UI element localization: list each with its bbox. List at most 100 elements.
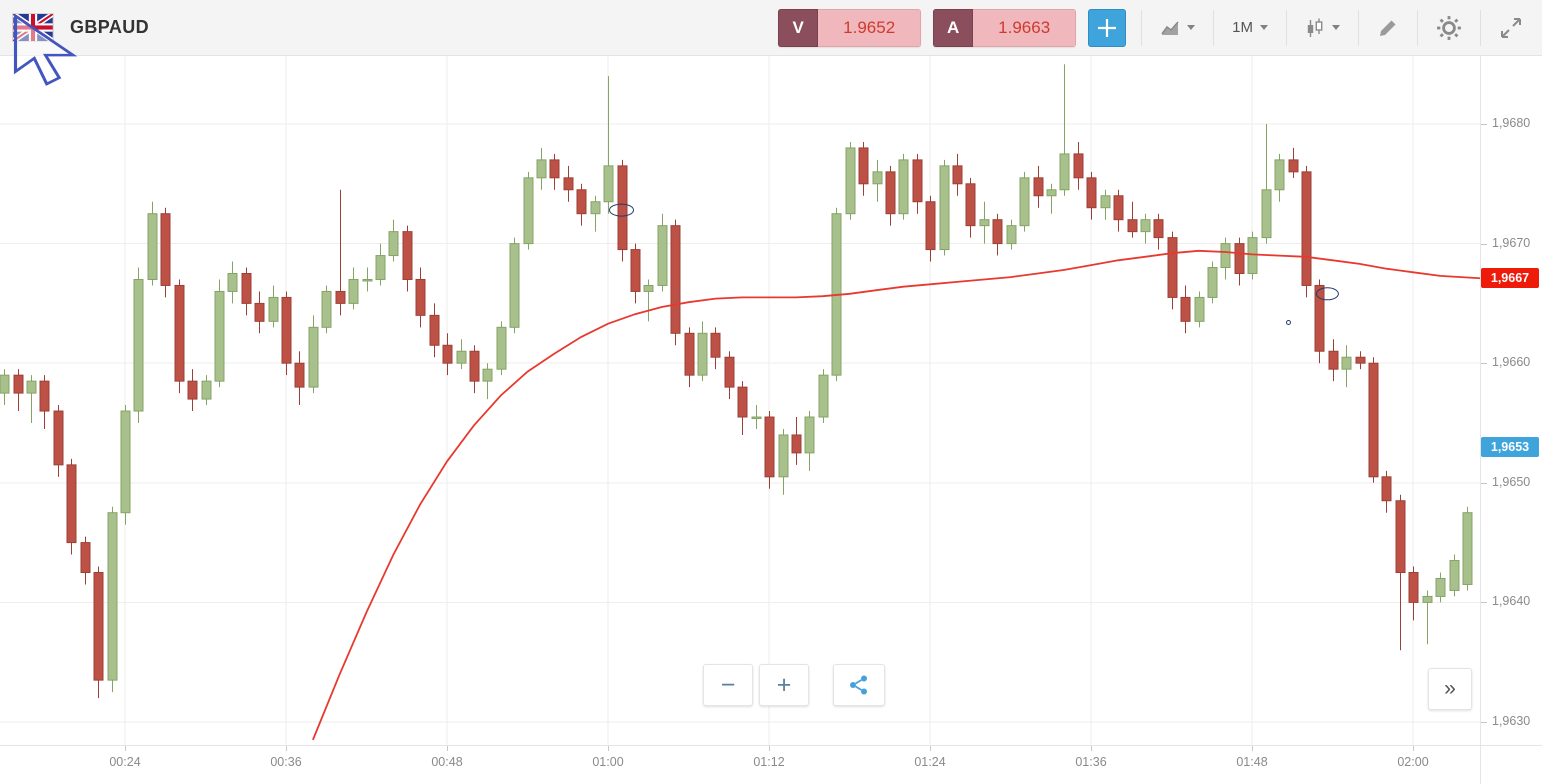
ellipse-annotation — [609, 203, 634, 217]
candle — [241, 267, 252, 316]
timeframe-dropdown[interactable]: 1M — [1223, 8, 1277, 48]
share-button[interactable] — [833, 664, 885, 706]
candle — [1247, 231, 1258, 280]
candle — [536, 147, 547, 190]
candle — [1153, 213, 1164, 250]
candle — [214, 279, 225, 388]
candle — [1086, 171, 1097, 220]
candle — [737, 381, 748, 435]
candle — [321, 285, 332, 334]
candle — [1301, 165, 1312, 298]
candle — [1422, 590, 1433, 645]
time-tick-label: 00:36 — [270, 755, 302, 769]
candle — [281, 291, 292, 376]
candle — [80, 536, 91, 585]
buy-button[interactable]: A — [933, 8, 974, 47]
candle — [456, 339, 467, 370]
zoom-out-button[interactable]: − — [703, 664, 753, 706]
candle — [925, 195, 936, 262]
candle — [1113, 189, 1124, 232]
candle — [0, 369, 10, 406]
candle — [93, 566, 104, 699]
gear-icon — [1437, 15, 1461, 40]
toolbar-separator — [1213, 9, 1215, 46]
time-tick-mark — [930, 746, 931, 751]
candle-style-dropdown[interactable] — [1296, 8, 1349, 48]
candle — [751, 405, 762, 429]
candle — [778, 428, 789, 495]
crosshair-button[interactable] — [1088, 8, 1127, 47]
candle — [39, 375, 50, 429]
candle — [402, 225, 413, 292]
toolbar-separator — [1480, 9, 1481, 46]
candle — [549, 153, 560, 190]
collapse-panel-button[interactable]: » — [1428, 668, 1472, 710]
drawing-tools-button[interactable] — [1368, 8, 1408, 48]
time-tick-mark — [608, 746, 609, 751]
ellipse-annotation — [1315, 287, 1339, 301]
candle — [53, 405, 64, 477]
candle — [885, 165, 896, 226]
candle — [670, 219, 681, 346]
settings-button[interactable] — [1427, 8, 1471, 48]
candle — [469, 345, 480, 394]
price-axis[interactable]: 1,9667 1,9653 1,9680 1,9670 1,9660 1,9650 1,… — [1480, 55, 1542, 745]
fullscreen-button[interactable] — [1490, 8, 1532, 48]
toolbar-separator — [1417, 9, 1418, 46]
candle — [1408, 566, 1419, 621]
ma-value-badge: 1,9667 — [1481, 268, 1539, 289]
candle — [523, 171, 534, 250]
expand-icon — [1501, 17, 1521, 38]
time-tick-mark — [1091, 746, 1092, 751]
candle — [1234, 237, 1245, 286]
axis-corner — [1480, 745, 1542, 784]
candle — [442, 333, 453, 376]
candlestick-chart[interactable] — [0, 55, 1480, 745]
price-tick-mark — [1481, 482, 1487, 484]
candle — [1006, 219, 1017, 250]
candle — [590, 195, 601, 232]
sell-button[interactable]: V — [778, 8, 819, 47]
current-price-badge: 1,9653 — [1481, 436, 1539, 457]
candle — [1033, 165, 1044, 208]
candle — [617, 159, 628, 262]
candle — [13, 369, 24, 412]
toolbar-separator — [1141, 9, 1143, 46]
candle — [160, 207, 171, 298]
candle — [187, 369, 198, 412]
candle — [107, 506, 118, 693]
candle — [415, 267, 426, 328]
candle — [898, 153, 909, 220]
pencil-icon — [1380, 20, 1396, 36]
candle — [133, 267, 144, 423]
chevron-down-icon — [1332, 25, 1340, 30]
candle — [26, 375, 37, 423]
timeframe-label: 1M — [1232, 19, 1253, 36]
candle — [697, 321, 708, 382]
time-tick-label: 01:00 — [592, 755, 624, 769]
candle — [1046, 183, 1057, 214]
candle — [1207, 261, 1218, 304]
candle — [845, 141, 856, 220]
time-tick-label: 01:36 — [1075, 755, 1107, 769]
candle — [1314, 279, 1325, 364]
candle — [791, 417, 802, 465]
candle — [576, 183, 587, 226]
candle — [308, 315, 319, 394]
candle — [1019, 171, 1030, 232]
candle — [227, 261, 238, 304]
chart-type-dropdown[interactable] — [1151, 8, 1204, 48]
candle — [294, 351, 305, 406]
candle — [1180, 285, 1191, 334]
candle — [912, 153, 923, 214]
time-tick-mark — [1413, 746, 1414, 751]
time-axis[interactable]: 00:24 00:36 00:48 01:00 01:12 01:24 01:36 01:48… — [0, 745, 1480, 784]
buy-quote: A 1.9663 — [933, 8, 1077, 47]
zoom-in-button[interactable]: + — [759, 664, 809, 706]
candle — [643, 279, 654, 322]
moving-average-line — [312, 249, 1480, 741]
time-tick-mark — [769, 746, 770, 751]
candle — [509, 237, 520, 334]
candle — [1449, 554, 1460, 597]
